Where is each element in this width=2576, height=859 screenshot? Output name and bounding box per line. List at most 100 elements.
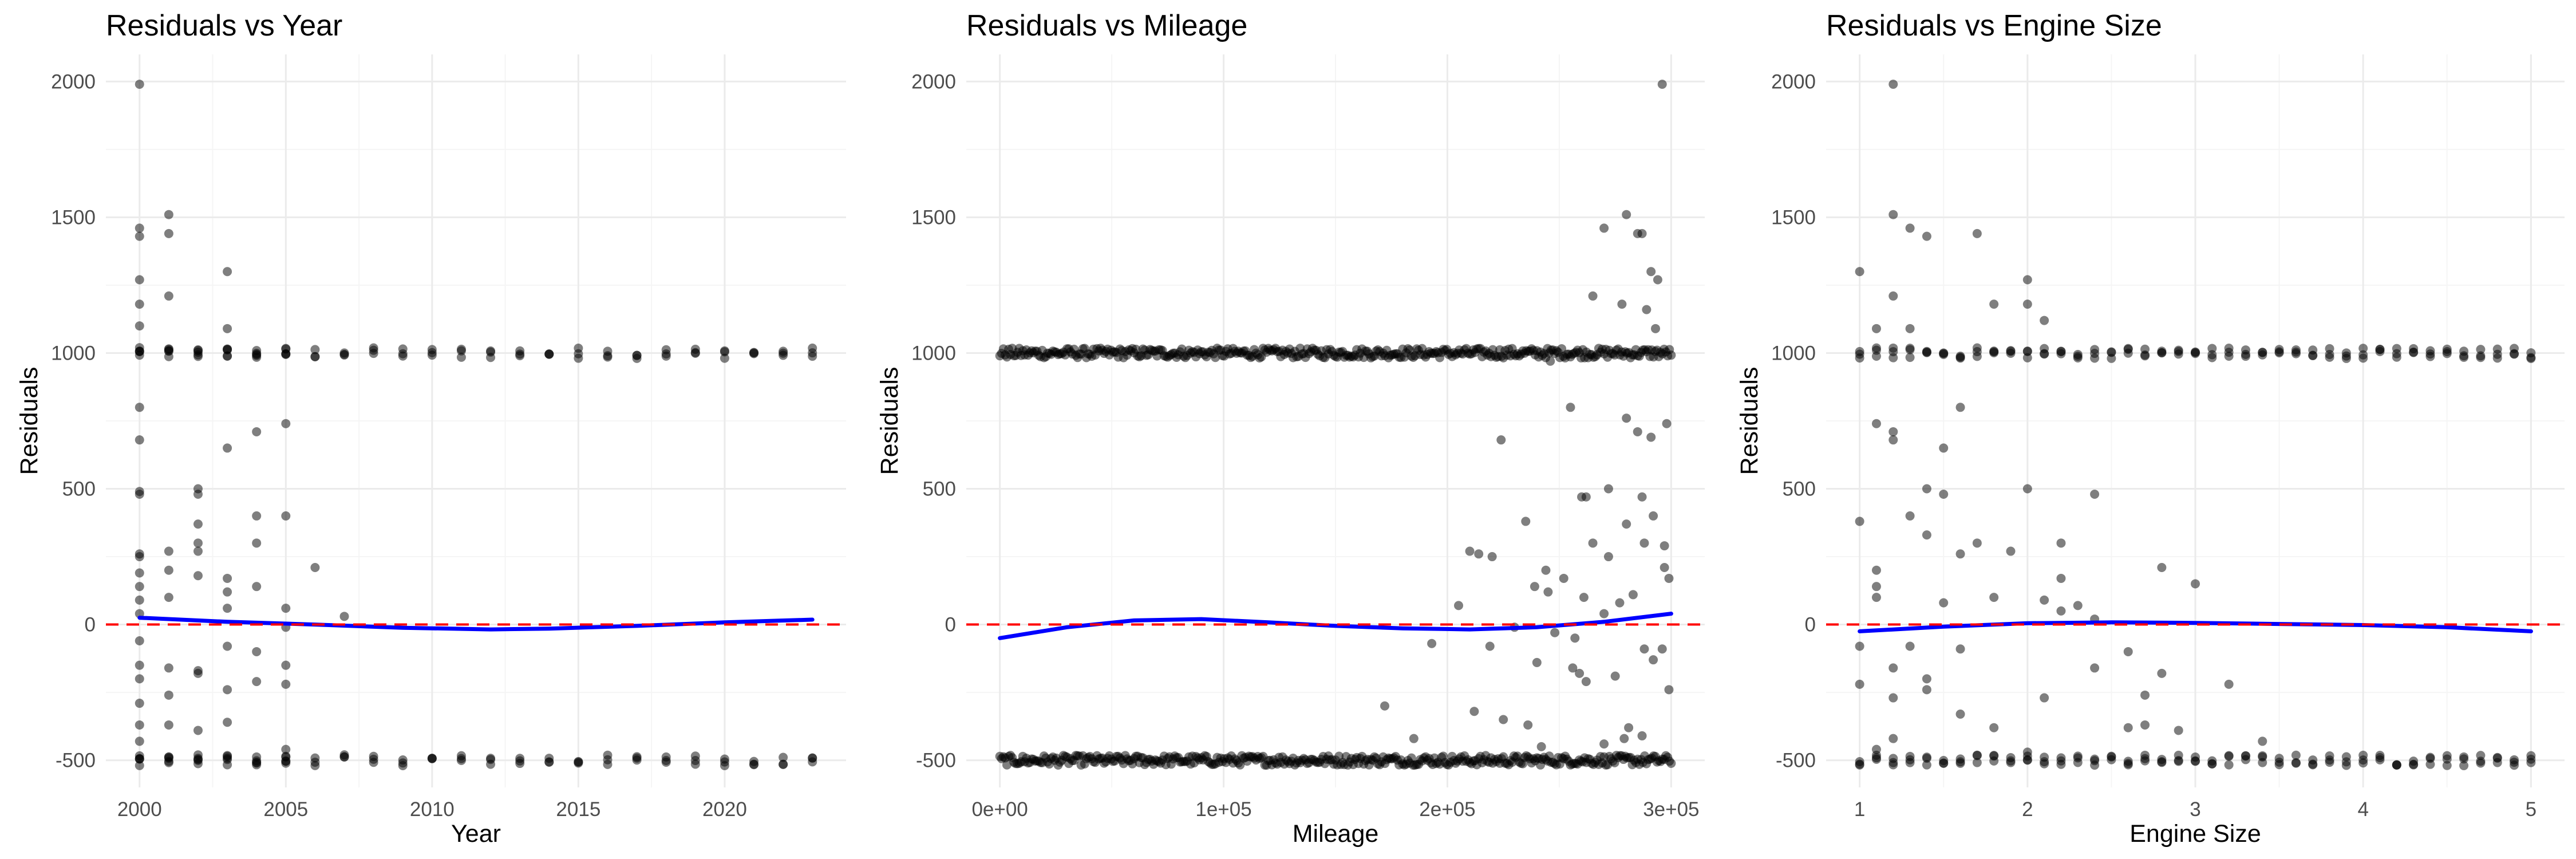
band-point-minus-500 <box>690 759 700 769</box>
scatter-point <box>1599 223 1609 233</box>
scatter-point <box>1649 511 1658 521</box>
chart-title: Residuals vs Engine Size <box>1826 9 2162 42</box>
scatter-point <box>1559 573 1568 583</box>
scatter-point <box>1855 517 1864 526</box>
band-point-1000 <box>2358 344 2368 353</box>
band-point-1000 <box>2107 348 2116 357</box>
scatter-point <box>223 641 232 651</box>
scatter-point <box>135 231 144 241</box>
scatter-point <box>2056 606 2066 616</box>
scatter-point <box>223 685 232 695</box>
scatter-point <box>339 612 349 621</box>
band-point-1000 <box>456 346 466 356</box>
band-point-1000 <box>164 345 173 354</box>
scatter-point <box>1922 530 1931 540</box>
scatter-point <box>164 565 173 575</box>
x-tick-label: 2e+05 <box>1419 798 1475 821</box>
y-tick-label: -500 <box>1776 750 1816 772</box>
band-point-1000 <box>1989 347 1999 357</box>
scatter-point <box>1871 582 1881 592</box>
band-point-minus-500 <box>1871 753 1881 763</box>
scatter-point <box>1657 80 1667 89</box>
scatter-point <box>135 300 144 309</box>
band-point-minus-500 <box>2073 751 2083 761</box>
scatter-point <box>193 571 203 581</box>
band-point-minus-500 <box>2090 756 2100 766</box>
scatter-point <box>1532 657 1542 667</box>
y-tick-label: 1500 <box>1771 206 1816 228</box>
scatter-point <box>1579 593 1589 602</box>
scatter-point <box>1474 549 1484 559</box>
band-point-1000 <box>2442 347 2452 357</box>
scatter-point <box>1888 427 1898 436</box>
band-point-1000 <box>1905 353 1915 362</box>
y-tick-label: 1000 <box>911 342 956 364</box>
band-point-minus-500 <box>2375 755 2385 765</box>
band-point-1000 <box>223 344 232 354</box>
x-tick-label: 1 <box>1854 798 1865 821</box>
band-point-1000 <box>2492 344 2502 354</box>
panel-1: -500 0 500 1000 1500 2000 2000 2005 2010 2015 2020… <box>15 9 846 848</box>
band-point-1000 <box>486 346 496 356</box>
band-point-minus-500 <box>2123 759 2133 769</box>
scatter-point <box>1599 609 1609 618</box>
band-point-minus-500 <box>223 760 232 770</box>
band-point-1000 <box>2409 347 2419 357</box>
band-point-1000 <box>2022 346 2032 356</box>
x-axis-title: Engine Size <box>2129 820 2261 848</box>
scatter-point <box>1888 734 1898 743</box>
scatter-point <box>1380 701 1389 711</box>
scatter-point <box>223 324 232 333</box>
scatter-point <box>1662 419 1672 428</box>
scatter-point <box>135 720 144 730</box>
scatter-point <box>2040 693 2049 703</box>
band-point-minus-500 <box>2526 758 2536 767</box>
band-point-1000 <box>1855 353 1864 363</box>
scatter-point <box>1603 552 1613 562</box>
band-point-minus-500 <box>310 753 320 763</box>
band-point-minus-500 <box>486 755 496 765</box>
band-point-1000 <box>1888 353 1898 362</box>
scatter-point <box>2073 601 2083 610</box>
scatter-point <box>1581 492 1591 502</box>
scatter-points <box>1855 80 2536 770</box>
scatter-point <box>135 636 144 645</box>
scatter-point <box>1905 641 1915 651</box>
band-point-1000 <box>1922 347 1931 357</box>
scatter-point <box>1649 655 1658 665</box>
band-point-1000 <box>661 351 671 361</box>
band-point-1000 <box>720 353 729 363</box>
band-point-1000 <box>2526 353 2536 362</box>
scatter-point <box>164 210 173 219</box>
band-point-1000 <box>2140 344 2150 354</box>
band-point-1000 <box>427 348 437 357</box>
band-point-1000 <box>1871 343 1881 353</box>
x-tick-label: 1e+05 <box>1195 798 1251 821</box>
scatter-point <box>1955 644 1965 654</box>
scatter-point <box>1427 639 1437 648</box>
band-point-1000 <box>2073 349 2083 359</box>
x-tick-label: 0e+00 <box>971 798 1028 821</box>
scatter-point <box>135 403 144 412</box>
scatter-point <box>135 660 144 670</box>
scatter-point <box>2090 490 2100 499</box>
scatter-point <box>1575 668 1585 678</box>
scatter-point <box>2040 595 2049 605</box>
smooth-trend-line <box>998 612 1673 640</box>
scatter-point <box>193 490 203 499</box>
scatter-point <box>1653 275 1662 285</box>
scatter-point <box>2090 663 2100 673</box>
scatter-point <box>1637 228 1647 238</box>
band-point-minus-500 <box>2358 750 2368 760</box>
scatter-point <box>1599 739 1609 749</box>
band-point-1000 <box>720 346 729 356</box>
panel-3: -500 0 500 1000 1500 2000 1 2 3 4 5 Residuals vs En… <box>1736 9 2565 848</box>
band-point-1000 <box>2258 350 2267 360</box>
band-point-minus-500 <box>1972 758 1982 767</box>
band-point-minus-500 <box>749 759 759 769</box>
band-point-1000 <box>2174 345 2183 355</box>
band-point-1000 <box>1855 346 1864 356</box>
scatter-point <box>1646 432 1656 442</box>
band-point-minus-500 <box>2107 755 2116 765</box>
scatter-point <box>1642 305 1652 314</box>
